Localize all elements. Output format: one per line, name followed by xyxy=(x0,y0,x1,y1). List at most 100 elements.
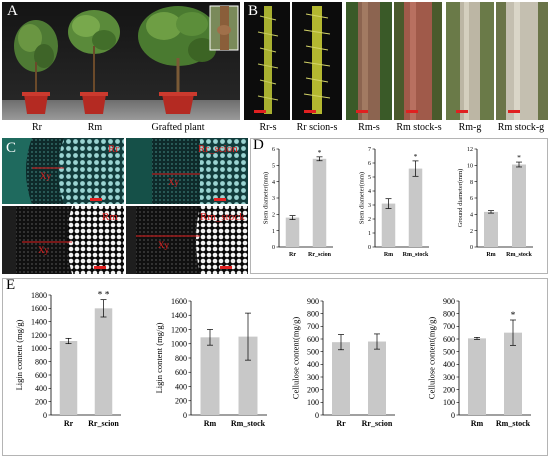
bar xyxy=(312,158,327,247)
bar xyxy=(504,332,522,415)
y-tick-label: 2 xyxy=(368,217,371,223)
caption-rm-g: Rm-g xyxy=(458,122,482,133)
bar xyxy=(484,211,498,247)
category-label: Rm_stock xyxy=(403,252,429,258)
category-label: Rm_stock xyxy=(231,419,266,428)
y-tick-label: 12 xyxy=(467,147,473,153)
plant-rr xyxy=(14,20,58,114)
panel-a: A Rr Rm Grafted plant xyxy=(2,2,240,136)
y-tick-label: 0 xyxy=(470,245,473,251)
xylem-label-rm-stock: Xy xyxy=(158,240,169,250)
micrograph-rm xyxy=(2,206,124,274)
caption-rm: Rm xyxy=(87,122,103,133)
chart-stem-diameter-rr: 0 1 2 3 4 5 6 Stem diameter(mm) Rr * Rr_scion xyxy=(262,147,333,258)
y-tick-label: 200 xyxy=(175,397,187,406)
bar xyxy=(332,342,350,415)
plant-rm xyxy=(68,10,120,114)
photo-rr-s xyxy=(244,2,290,120)
category-label: Rm xyxy=(471,419,484,428)
bar xyxy=(468,338,486,415)
y-tick-label: 1 xyxy=(368,231,371,237)
panel-d-label: D xyxy=(253,138,264,153)
bar xyxy=(94,308,113,415)
y-tick-label: 8 xyxy=(470,180,473,186)
caption-grafted-plant: Grafted plant xyxy=(151,122,205,133)
panel-c-label: C xyxy=(6,140,16,156)
y-tick-label: 700 xyxy=(307,322,319,331)
caption-rm-s: Rm-s xyxy=(358,122,380,133)
y-tick-label: 0 xyxy=(315,411,319,420)
y-tick-label: 400 xyxy=(35,384,47,393)
y-tick-label: 0 xyxy=(43,411,47,420)
y-tick-label: 2 xyxy=(272,212,275,218)
category-label: Rr_scion xyxy=(362,419,393,428)
y-tick-label: 800 xyxy=(35,357,47,366)
y-tick-label: 400 xyxy=(175,382,187,391)
y-tick-label: 400 xyxy=(443,360,455,369)
y-tick-label: 1600 xyxy=(31,304,47,313)
bar xyxy=(381,203,396,247)
chart-lignin-rr: 0 200 400 600 800 1000 1200 1400 1600 1800 Ligin c… xyxy=(14,291,121,428)
significance-mark: * xyxy=(318,148,322,157)
y-tick-label: 7 xyxy=(368,147,371,153)
photo-rm-s xyxy=(346,2,392,120)
category-label: Rm xyxy=(486,252,495,258)
category-label: Rr xyxy=(289,252,296,258)
caption-rm-stock-g: Rm stock-g xyxy=(497,122,545,133)
y-tick-label: 600 xyxy=(35,371,47,380)
panel-a-label: A xyxy=(7,3,18,19)
micrograph-label-rm: Rm xyxy=(102,211,118,223)
y-tick-label: 200 xyxy=(443,385,455,394)
micrograph-label-rr: Rr xyxy=(108,143,119,155)
y-tick-label: 0 xyxy=(451,411,455,420)
y-tick-label: 1600 xyxy=(171,297,187,306)
y-tick-label: 900 xyxy=(443,297,455,306)
y-tick-label: 3 xyxy=(272,196,275,202)
y-axis-label: Ligin content (mg/g) xyxy=(14,319,24,390)
photo-rm-stock-s xyxy=(394,2,442,120)
y-tick-label: 1200 xyxy=(171,325,187,334)
y-tick-label: 1800 xyxy=(31,291,47,300)
y-tick-label: 1200 xyxy=(31,331,47,340)
y-tick-label: 6 xyxy=(470,196,473,202)
panel-b-photos xyxy=(244,2,548,120)
y-tick-label: 1400 xyxy=(171,311,187,320)
y-tick-label: 100 xyxy=(443,398,455,407)
xylem-label-rr-scion: Xy xyxy=(168,177,179,187)
category-label: Rr_scion xyxy=(308,252,332,258)
category-label: Rr_scion xyxy=(88,419,119,428)
y-tick-label: 100 xyxy=(307,398,319,407)
caption-rm-stock-s: Rm stock-s xyxy=(396,122,442,133)
y-tick-label: 800 xyxy=(307,309,319,318)
chart-stem-diameter-rm: 0 1 2 3 4 5 6 7 Stem diameter(mm) Rm * Rm_stock xyxy=(358,147,429,258)
y-tick-label: 700 xyxy=(443,322,455,331)
y-tick-label: 300 xyxy=(307,373,319,382)
panel-b: B Rr-s Rr scion-s Rm-s Rm stock-s Rm-g R… xyxy=(244,2,548,136)
y-axis-label: Cellulose content(mg/g) xyxy=(291,317,301,400)
y-tick-label: 200 xyxy=(35,397,47,406)
micrograph-label-rm-stock: Rm_stock xyxy=(200,211,245,223)
y-tick-label: 4 xyxy=(470,212,473,218)
panel-e: E 0 200 400 600 800 1000 1200 1400 1600 1800 Ligin… xyxy=(2,278,548,456)
significance-mark: * xyxy=(511,311,516,321)
micrograph-rr xyxy=(2,138,124,204)
panel-e-label: E xyxy=(6,278,16,293)
bar xyxy=(285,217,300,247)
y-tick-label: 2 xyxy=(470,229,473,235)
bar xyxy=(368,341,386,415)
chart-cellulose-rr: 0 100 200 300 400 500 600 700 800 900 Cellulose co… xyxy=(291,297,395,428)
y-axis-label: Ligin content (mg/g) xyxy=(154,322,164,393)
graft-union-inset xyxy=(209,5,239,51)
xylem-label-rr: Xy xyxy=(40,171,51,181)
y-tick-label: 900 xyxy=(307,297,319,306)
y-tick-label: 300 xyxy=(443,373,455,382)
y-tick-label: 5 xyxy=(368,175,371,181)
y-tick-label: 5 xyxy=(272,163,275,169)
y-axis-label: Stem diameter(mm) xyxy=(358,172,365,224)
y-tick-label: 6 xyxy=(368,161,371,167)
y-tick-label: 10 xyxy=(467,163,473,169)
significance-mark: * xyxy=(517,153,521,162)
